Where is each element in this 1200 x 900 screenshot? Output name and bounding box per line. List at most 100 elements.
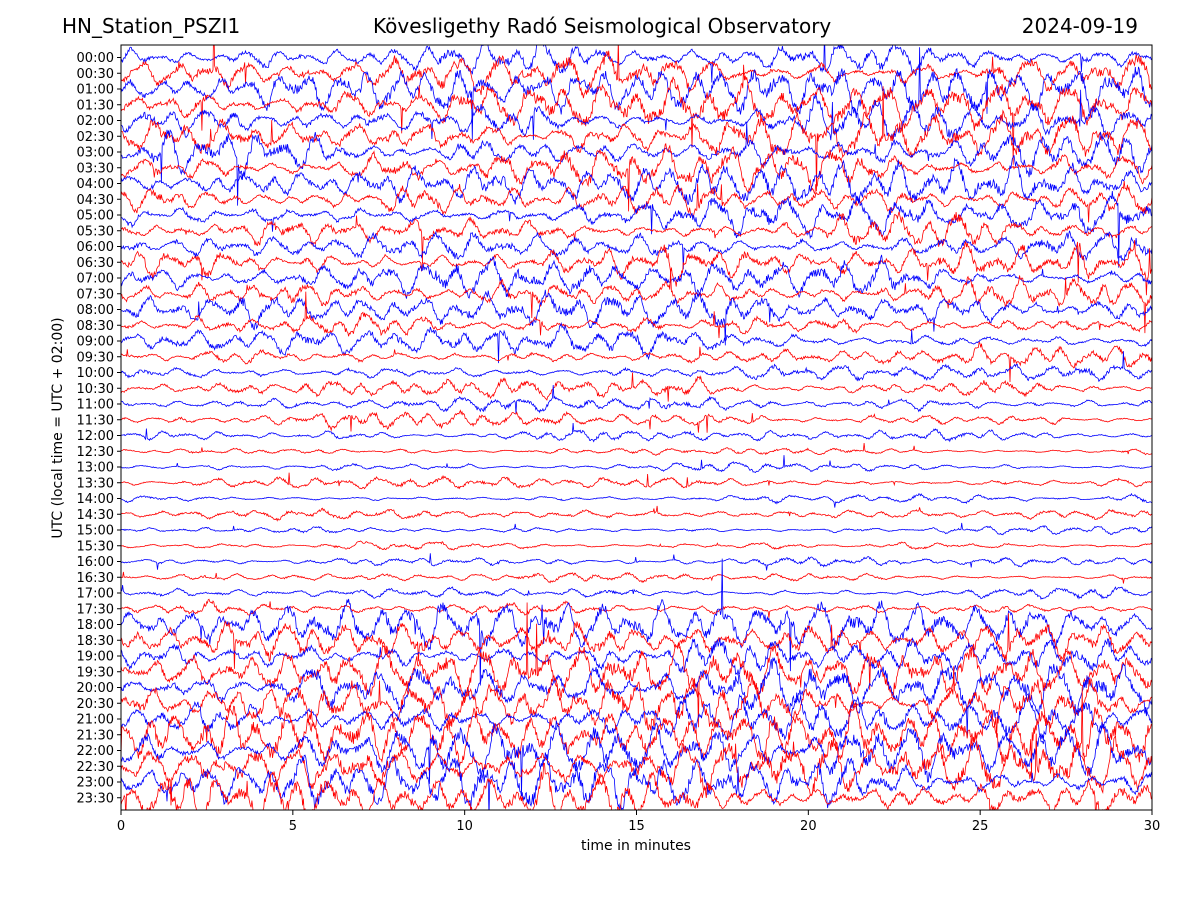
x-tick-label: 10 <box>456 819 473 834</box>
seismic-trace <box>121 45 1152 83</box>
y-tick-label: 23:00 <box>77 776 114 791</box>
seismic-trace <box>121 121 1152 206</box>
seismic-trace <box>121 492 1152 508</box>
y-tick-label: 21:30 <box>77 728 114 743</box>
x-tick-label: 5 <box>289 819 297 834</box>
y-tick-label: 17:30 <box>77 602 114 617</box>
seismic-trace <box>121 666 1152 738</box>
y-tick-label: 23:30 <box>77 791 114 806</box>
y-tick-label: 02:00 <box>77 114 114 129</box>
x-tick-label: 15 <box>628 819 645 834</box>
y-tick-label: 12:30 <box>77 445 114 460</box>
y-tick-label: 22:00 <box>77 744 114 759</box>
y-tick-label: 07:30 <box>77 287 114 302</box>
seismic-trace <box>121 291 1152 339</box>
seismic-trace <box>121 142 1152 212</box>
y-tick-label: 13:00 <box>77 461 114 476</box>
seismic-trace <box>121 422 1152 443</box>
seismic-trace <box>121 180 1152 223</box>
y-tick-label: 14:30 <box>77 508 114 523</box>
y-tick-label: 11:00 <box>77 398 114 413</box>
seismic-trace <box>121 585 1152 600</box>
seismic-trace <box>121 505 1152 522</box>
y-tick-label: 19:30 <box>77 665 114 680</box>
seismic-trace <box>121 613 1152 669</box>
x-tick-label: 25 <box>972 819 989 834</box>
seismic-trace <box>121 86 1152 192</box>
seismic-trace <box>121 472 1152 490</box>
seismic-trace <box>121 571 1152 584</box>
seismic-trace <box>121 687 1152 806</box>
y-tick-label: 04:00 <box>77 177 114 192</box>
x-axis-label: time in minutes <box>581 838 691 854</box>
y-tick-label: 20:30 <box>77 697 114 712</box>
seismic-trace <box>121 540 1152 551</box>
seismic-trace <box>121 372 1152 402</box>
y-tick-label: 19:00 <box>77 650 114 665</box>
x-tick-label: 0 <box>117 819 125 834</box>
y-tick-label: 00:30 <box>77 67 114 82</box>
station-label: HN_Station_PSZI1 <box>62 14 241 38</box>
seismic-trace <box>121 341 1152 383</box>
seismic-trace <box>121 47 1152 140</box>
seismic-trace <box>121 270 1152 334</box>
y-tick-label: 14:00 <box>77 492 114 507</box>
y-tick-label: 11:30 <box>77 413 114 428</box>
seismic-trace <box>121 254 1152 299</box>
y-tick-label: 05:00 <box>77 209 114 224</box>
seismic-trace <box>121 720 1152 796</box>
y-tick-label: 13:30 <box>77 476 114 491</box>
y-tick-label: 18:00 <box>77 618 114 633</box>
y-axis-label: UTC (local time = UTC + 02:00) <box>50 317 66 538</box>
date-label: 2024-09-19 <box>1021 14 1138 38</box>
y-tick-label: 21:00 <box>77 713 114 728</box>
y-tick-label: 07:00 <box>77 272 114 287</box>
seismic-trace <box>121 636 1152 676</box>
seismic-trace <box>121 455 1152 473</box>
y-tick-label: 06:00 <box>77 240 114 255</box>
y-tick-label: 09:00 <box>77 335 114 350</box>
y-tick-label: 09:30 <box>77 350 114 365</box>
y-tick-label: 08:00 <box>77 303 114 318</box>
seismic-trace <box>121 230 1152 270</box>
seismic-trace <box>121 45 1152 99</box>
seismic-trace <box>121 155 1152 205</box>
y-tick-label: 03:00 <box>77 146 114 161</box>
seismic-trace <box>121 211 1152 262</box>
x-tick-label: 30 <box>1144 819 1161 834</box>
y-tick-label: 01:30 <box>77 98 114 113</box>
y-tick-label: 15:30 <box>77 539 114 554</box>
x-tick-label: 20 <box>800 819 817 834</box>
y-tick-label: 16:00 <box>77 555 114 570</box>
seismic-trace <box>121 409 1152 433</box>
seismic-trace <box>121 762 1152 810</box>
y-tick-label: 20:00 <box>77 681 114 696</box>
seismic-trace <box>121 190 1152 268</box>
y-tick-label: 22:30 <box>77 760 114 775</box>
y-tick-label: 12:00 <box>77 429 114 444</box>
y-tick-label: 08:30 <box>77 319 114 334</box>
y-tick-label: 03:30 <box>77 161 114 176</box>
seismic-trace <box>121 289 1152 346</box>
chart-title: Kövesligethy Radó Seismological Observat… <box>373 14 832 38</box>
plot-frame <box>120 44 1153 811</box>
seismic-trace <box>121 558 1152 686</box>
y-tick-label: 18:30 <box>77 634 114 649</box>
y-tick-label: 17:00 <box>77 587 114 602</box>
seismic-trace <box>121 321 1152 364</box>
seismic-trace <box>121 699 1152 776</box>
seismic-trace <box>121 240 1152 296</box>
y-tick-label: 05:30 <box>77 224 114 239</box>
y-tick-label: 06:30 <box>77 256 114 271</box>
seismic-trace <box>121 522 1152 536</box>
y-tick-label: 15:00 <box>77 524 114 539</box>
seismic-trace <box>121 553 1152 571</box>
seismic-trace <box>121 64 1152 165</box>
seismic-trace <box>121 657 1152 738</box>
x-axis: 0 5 10 15 20 25 30 <box>117 810 1160 834</box>
seismic-trace <box>121 89 1152 141</box>
seismic-trace <box>121 384 1152 414</box>
y-tick-label: 00:00 <box>77 51 114 66</box>
seismic-trace <box>121 351 1152 383</box>
